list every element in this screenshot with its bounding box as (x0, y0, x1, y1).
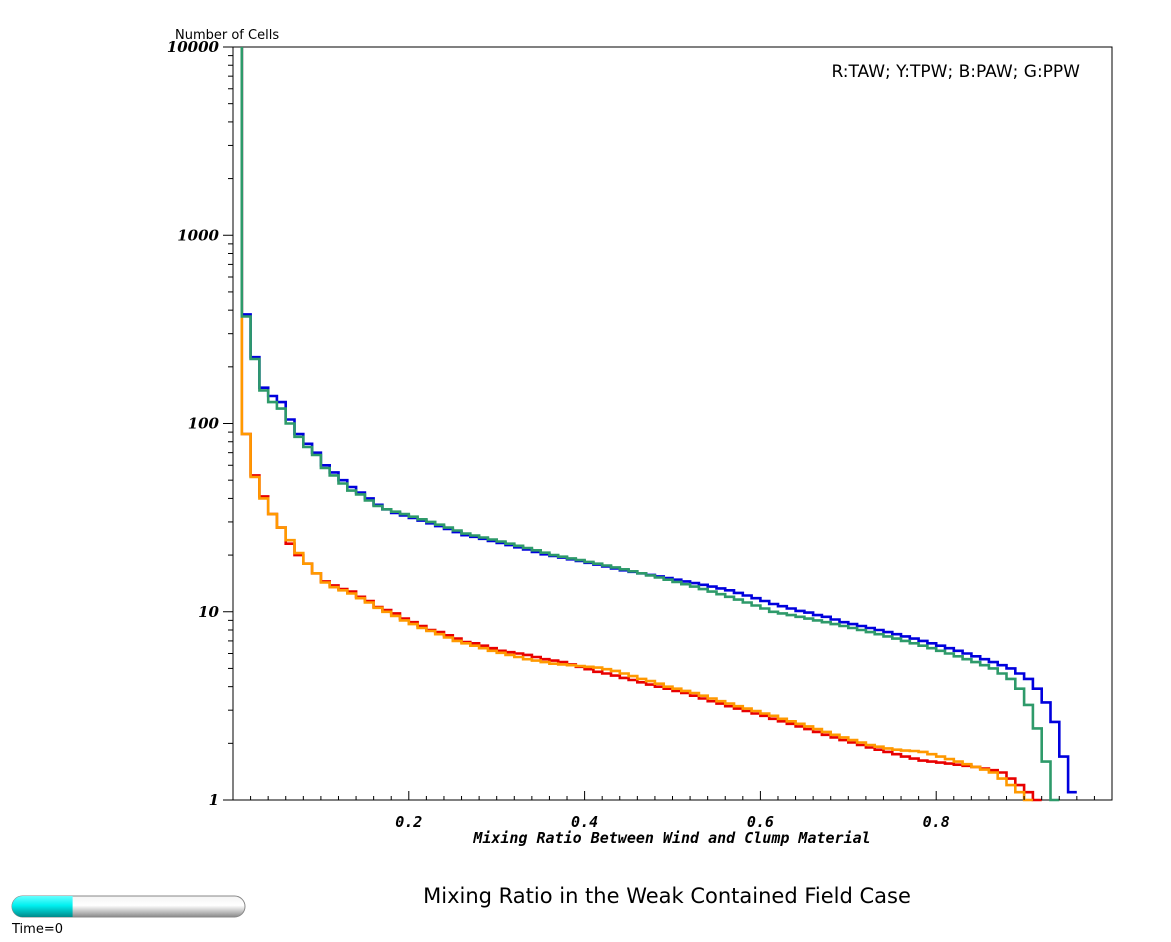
series-group (240, 47, 1077, 802)
y-tick-label: 1 (209, 791, 219, 809)
series-G-line (240, 47, 1060, 802)
y-tick-label: 10 (198, 603, 219, 621)
y-tick-label: 100 (188, 415, 220, 433)
time-label: Time=0 (11, 922, 63, 937)
chart-title: Mixing Ratio in the Weak Contained Field… (423, 884, 911, 908)
y-axis-label: Number of Cells (175, 28, 279, 43)
x-axis: 0.2 0.4 0.6 0.8 (250, 791, 1095, 831)
x-tick-label: 0.6 (747, 813, 774, 831)
y-tick-label: 10000 (167, 38, 220, 56)
time-slider[interactable] (11, 895, 246, 918)
legend-text: R:TAW; Y:TPW; B:PAW; G:PPW (831, 62, 1080, 82)
series-Y-line (240, 47, 1033, 802)
y-axis: 1 10 100 1000 10000 (167, 38, 233, 809)
y-tick-label: 1000 (177, 226, 219, 244)
x-axis-label: Mixing Ratio Between Wind and Clump Mate… (472, 829, 870, 847)
x-tick-label: 0.2 (395, 813, 422, 831)
x-tick-label: 0.4 (571, 813, 598, 831)
time-slider-fill (12, 896, 73, 917)
x-tick-label: 0.8 (923, 813, 950, 831)
